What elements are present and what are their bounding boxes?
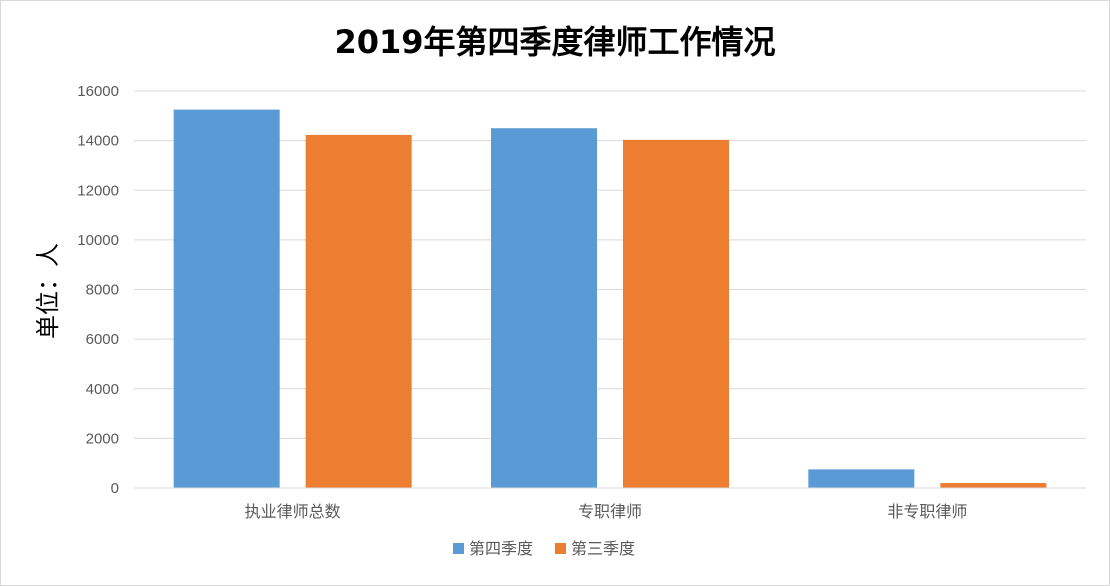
y-tick-label: 6000 — [86, 331, 119, 348]
x-axis-categories: 执业律师总数 专职律师 非专职律师 — [245, 502, 968, 521]
y-tick-label: 10000 — [77, 232, 119, 249]
y-tick-label: 0 — [111, 480, 119, 497]
x-category-label: 非专职律师 — [887, 502, 967, 521]
bar — [305, 134, 412, 488]
y-axis-ticks: 0 2000 4000 6000 8000 10000 12000 14000 16000 — [77, 83, 119, 497]
bar — [940, 483, 1047, 488]
y-tick-label: 14000 — [77, 133, 119, 150]
legend: 第四季度 第三季度 — [453, 539, 635, 558]
bars — [173, 109, 1047, 489]
legend-label: 第四季度 — [469, 539, 533, 558]
x-category-label: 专职律师 — [578, 502, 642, 521]
bar — [808, 469, 915, 488]
legend-label: 第三季度 — [571, 539, 635, 558]
bar — [623, 139, 729, 489]
y-tick-label: 12000 — [77, 182, 119, 199]
gridlines — [134, 90, 1086, 439]
x-category-label: 执业律师总数 — [245, 502, 341, 521]
legend-swatch — [555, 543, 566, 554]
y-tick-label: 16000 — [77, 83, 119, 100]
chart-title: 2019年第四季度律师工作情况 — [334, 23, 775, 61]
y-tick-label: 2000 — [86, 430, 119, 447]
bar — [491, 128, 597, 488]
legend-swatch — [453, 543, 464, 554]
bar — [173, 109, 280, 488]
y-tick-label: 8000 — [86, 282, 119, 299]
y-axis-label: 单位：人 — [34, 243, 62, 339]
y-tick-label: 4000 — [86, 381, 119, 398]
